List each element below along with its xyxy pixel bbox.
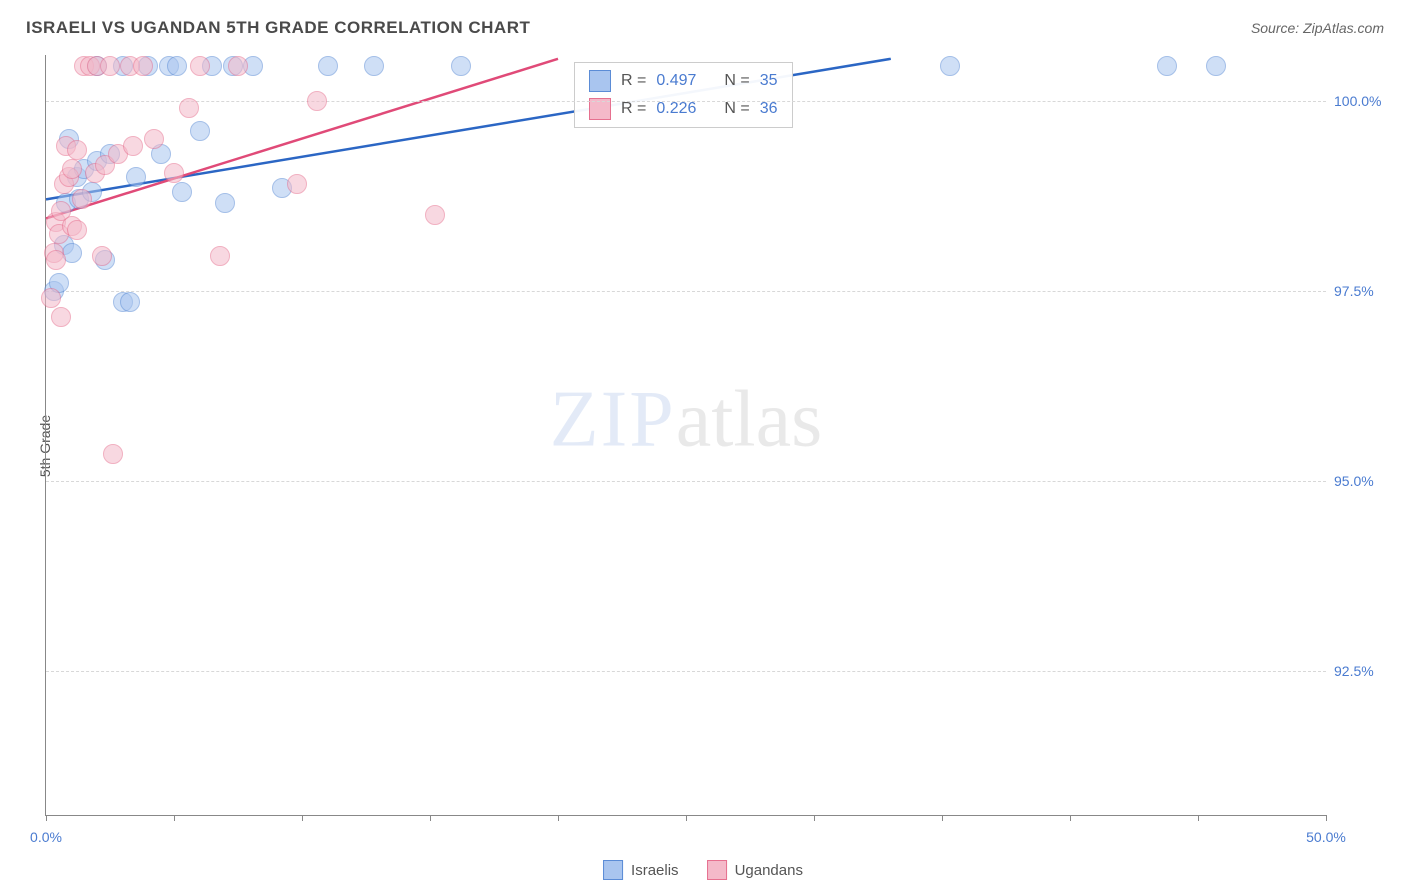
x-tick-label: 0.0%: [30, 829, 62, 845]
stats-n-value: 36: [760, 100, 778, 118]
ugandans-point: [72, 189, 92, 209]
source-name: ZipAtlas.com: [1303, 20, 1384, 36]
ugandans-point: [67, 140, 87, 160]
ugandans-point: [92, 246, 112, 266]
israelis-point: [364, 56, 384, 76]
israelis-point: [167, 56, 187, 76]
stats-r-value: 0.497: [656, 72, 696, 90]
ugandans-point: [51, 307, 71, 327]
israelis-point: [215, 193, 235, 213]
stats-r-label: R =: [621, 72, 646, 90]
ugandans-point: [425, 205, 445, 225]
x-tick-mark: [686, 815, 687, 821]
legend-swatch: [603, 860, 623, 880]
ugandans-point: [100, 56, 120, 76]
ugandans-point: [190, 56, 210, 76]
x-tick-mark: [430, 815, 431, 821]
gridline: [46, 671, 1326, 672]
x-tick-mark: [174, 815, 175, 821]
ugandans-point: [307, 91, 327, 111]
watermark-atlas: atlas: [676, 375, 823, 463]
israelis-point: [451, 56, 471, 76]
legend-swatch: [707, 860, 727, 880]
israelis-point: [190, 121, 210, 141]
x-tick-mark: [302, 815, 303, 821]
legend-item-israelis: Israelis: [603, 860, 679, 880]
y-tick-label: 92.5%: [1334, 663, 1404, 679]
israelis-point: [940, 56, 960, 76]
stats-row-ugandans: R = 0.226 N = 36: [575, 95, 792, 123]
x-tick-mark: [1326, 815, 1327, 821]
ugandans-point: [46, 250, 66, 270]
source-prefix: Source:: [1251, 20, 1303, 36]
x-tick-mark: [942, 815, 943, 821]
ugandans-point: [103, 444, 123, 464]
ugandans-point: [133, 56, 153, 76]
israelis-point: [172, 182, 192, 202]
israelis-point: [1206, 56, 1226, 76]
stats-row-israelis: R = 0.497 N = 35: [575, 67, 792, 95]
stats-box: R = 0.497 N = 35 R = 0.226 N = 36: [574, 62, 793, 128]
x-tick-mark: [1070, 815, 1071, 821]
ugandans-point: [144, 129, 164, 149]
israelis-point: [318, 56, 338, 76]
stats-swatch: [589, 70, 611, 92]
stats-n-label: N =: [724, 100, 749, 118]
israelis-point: [1157, 56, 1177, 76]
trend-lines-layer: [46, 55, 1326, 815]
ugandans-point: [228, 56, 248, 76]
stats-r-label: R =: [621, 100, 646, 118]
ugandans-point: [67, 220, 87, 240]
ugandans-point: [62, 159, 82, 179]
ugandans-point: [179, 98, 199, 118]
ugandans-point: [164, 163, 184, 183]
stats-n-label: N =: [724, 72, 749, 90]
gridline: [46, 481, 1326, 482]
gridline: [46, 291, 1326, 292]
ugandans-point: [287, 174, 307, 194]
x-tick-mark: [558, 815, 559, 821]
chart-title: ISRAELI VS UGANDAN 5TH GRADE CORRELATION…: [26, 18, 530, 38]
ugandans-point: [210, 246, 230, 266]
ugandans-point: [41, 288, 61, 308]
ugandans-trendline: [46, 59, 558, 219]
legend-label: Israelis: [631, 862, 679, 879]
x-tick-mark: [1198, 815, 1199, 821]
stats-r-value: 0.226: [656, 100, 696, 118]
stats-n-value: 35: [760, 72, 778, 90]
gridline: [46, 101, 1326, 102]
legend: Israelis Ugandans: [603, 860, 803, 880]
israelis-point: [126, 167, 146, 187]
x-tick-mark: [814, 815, 815, 821]
legend-label: Ugandans: [735, 862, 803, 879]
israelis-point: [120, 292, 140, 312]
ugandans-point: [123, 136, 143, 156]
plot-area: ZIPatlas R =0.497N =35R =0.226N =36 92.5…: [45, 55, 1326, 816]
watermark: ZIPatlas: [550, 374, 823, 465]
y-tick-label: 97.5%: [1334, 283, 1404, 299]
x-tick-label: 50.0%: [1306, 829, 1346, 845]
y-tick-label: 100.0%: [1334, 93, 1404, 109]
source-attribution: Source: ZipAtlas.com: [1251, 20, 1384, 36]
watermark-zip: ZIP: [550, 375, 676, 463]
y-tick-label: 95.0%: [1334, 473, 1404, 489]
x-tick-mark: [46, 815, 47, 821]
legend-item-ugandans: Ugandans: [707, 860, 803, 880]
